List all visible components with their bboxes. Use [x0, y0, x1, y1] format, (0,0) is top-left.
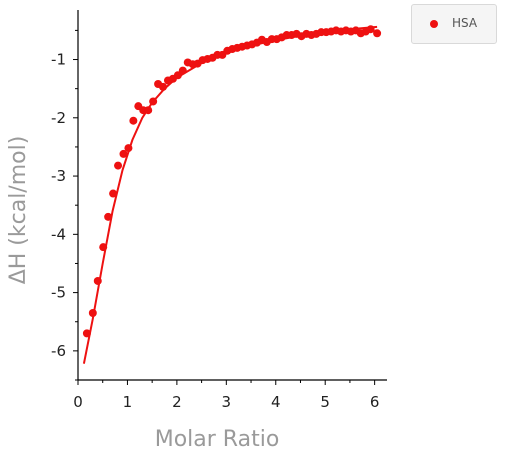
data-point: [99, 243, 108, 252]
data-point: [366, 25, 375, 34]
x-tick-label: 2: [172, 393, 182, 411]
y-axis-title: ΔH (kcal/mol): [6, 136, 31, 285]
data-point: [129, 116, 138, 125]
data-point: [93, 276, 102, 285]
data-point: [109, 189, 118, 198]
x-tick-label: 0: [73, 393, 83, 411]
fit-curve: [82, 25, 378, 364]
data-point: [88, 308, 97, 317]
x-tick-label: 1: [123, 393, 133, 411]
fit-curve-layer: [82, 25, 378, 364]
data-point: [144, 106, 153, 115]
y-tick-label: -5: [51, 284, 66, 302]
legend-marker-hsa: [430, 20, 438, 28]
y-tick-label: -4: [51, 225, 66, 243]
x-tick-label: 6: [370, 393, 380, 411]
y-tick-label: -2: [51, 109, 66, 127]
data-point: [104, 212, 113, 221]
data-point: [149, 97, 158, 106]
data-point: [373, 29, 382, 38]
data-point: [159, 82, 168, 91]
x-tick-label: 5: [320, 393, 330, 411]
x-tick-label: 3: [222, 393, 232, 411]
x-tick-label: 4: [271, 393, 281, 411]
y-tick-label: -3: [51, 167, 66, 185]
axes: [77, 10, 387, 381]
x-axis-title: Molar Ratio: [155, 427, 280, 449]
legend-label-hsa: HSA: [452, 16, 478, 30]
data-point: [178, 66, 187, 75]
data-point: [119, 149, 128, 158]
data-points-layer: [82, 25, 382, 338]
data-point: [114, 161, 123, 170]
data-point: [124, 144, 133, 153]
legend: HSA: [411, 4, 497, 44]
y-tick-label: -6: [51, 342, 66, 360]
data-point: [82, 329, 91, 338]
y-tick-label: -1: [51, 51, 66, 69]
y-axis-ticks: -6 -5 -4 -3 -2 -1: [51, 29, 78, 381]
x-axis-ticks: 0 1 2 3 4 5 6: [73, 380, 379, 411]
